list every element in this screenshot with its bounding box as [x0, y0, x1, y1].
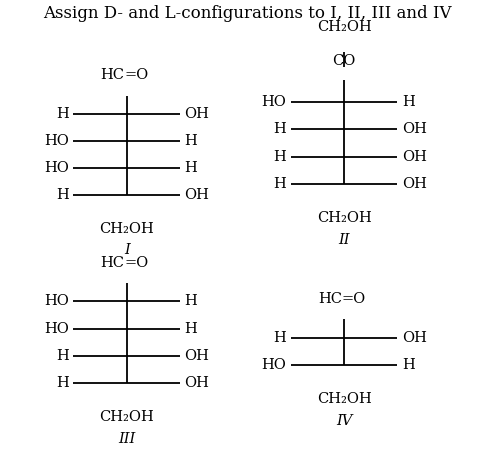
Text: IV: IV — [336, 414, 352, 428]
Text: H: H — [56, 376, 69, 390]
Text: HC: HC — [318, 292, 342, 306]
Text: H: H — [274, 331, 287, 345]
Text: HO: HO — [44, 161, 69, 175]
Text: =O: =O — [124, 68, 149, 82]
Text: II: II — [338, 234, 350, 248]
Text: HO: HO — [261, 95, 287, 109]
Text: HO: HO — [261, 358, 287, 372]
Text: OH: OH — [402, 149, 427, 163]
Text: HC: HC — [100, 256, 124, 269]
Text: =O: =O — [342, 292, 366, 306]
Text: OH: OH — [185, 106, 209, 120]
Text: H: H — [185, 161, 197, 175]
Text: H: H — [274, 177, 287, 191]
Text: OH: OH — [402, 122, 427, 136]
Text: H: H — [185, 294, 197, 308]
Text: III: III — [118, 432, 135, 446]
Text: OH: OH — [402, 177, 427, 191]
Text: =O: =O — [124, 256, 149, 269]
Text: H: H — [274, 122, 287, 136]
Text: H: H — [56, 106, 69, 120]
Text: OH: OH — [185, 188, 209, 202]
Text: CH₂OH: CH₂OH — [99, 410, 154, 424]
Text: CH₂OH: CH₂OH — [99, 222, 154, 236]
Text: H: H — [274, 149, 287, 163]
Text: OH: OH — [402, 331, 427, 345]
Text: H: H — [402, 95, 415, 109]
Text: H: H — [56, 188, 69, 202]
Text: CO: CO — [332, 54, 356, 68]
Text: H: H — [56, 349, 69, 363]
Text: OH: OH — [185, 376, 209, 390]
Text: HO: HO — [44, 134, 69, 148]
Text: CH₂OH: CH₂OH — [317, 211, 371, 225]
Text: I: I — [124, 242, 129, 256]
Text: HO: HO — [44, 294, 69, 308]
Text: HC: HC — [100, 68, 124, 82]
Text: H: H — [185, 134, 197, 148]
Text: H: H — [402, 358, 415, 372]
Text: HO: HO — [44, 321, 69, 335]
Text: Assign D- and L-configurations to I, II, III and IV: Assign D- and L-configurations to I, II,… — [43, 5, 451, 22]
Text: CH₂OH: CH₂OH — [317, 21, 371, 35]
Text: CH₂OH: CH₂OH — [317, 392, 371, 406]
Text: OH: OH — [185, 349, 209, 363]
Text: H: H — [185, 321, 197, 335]
